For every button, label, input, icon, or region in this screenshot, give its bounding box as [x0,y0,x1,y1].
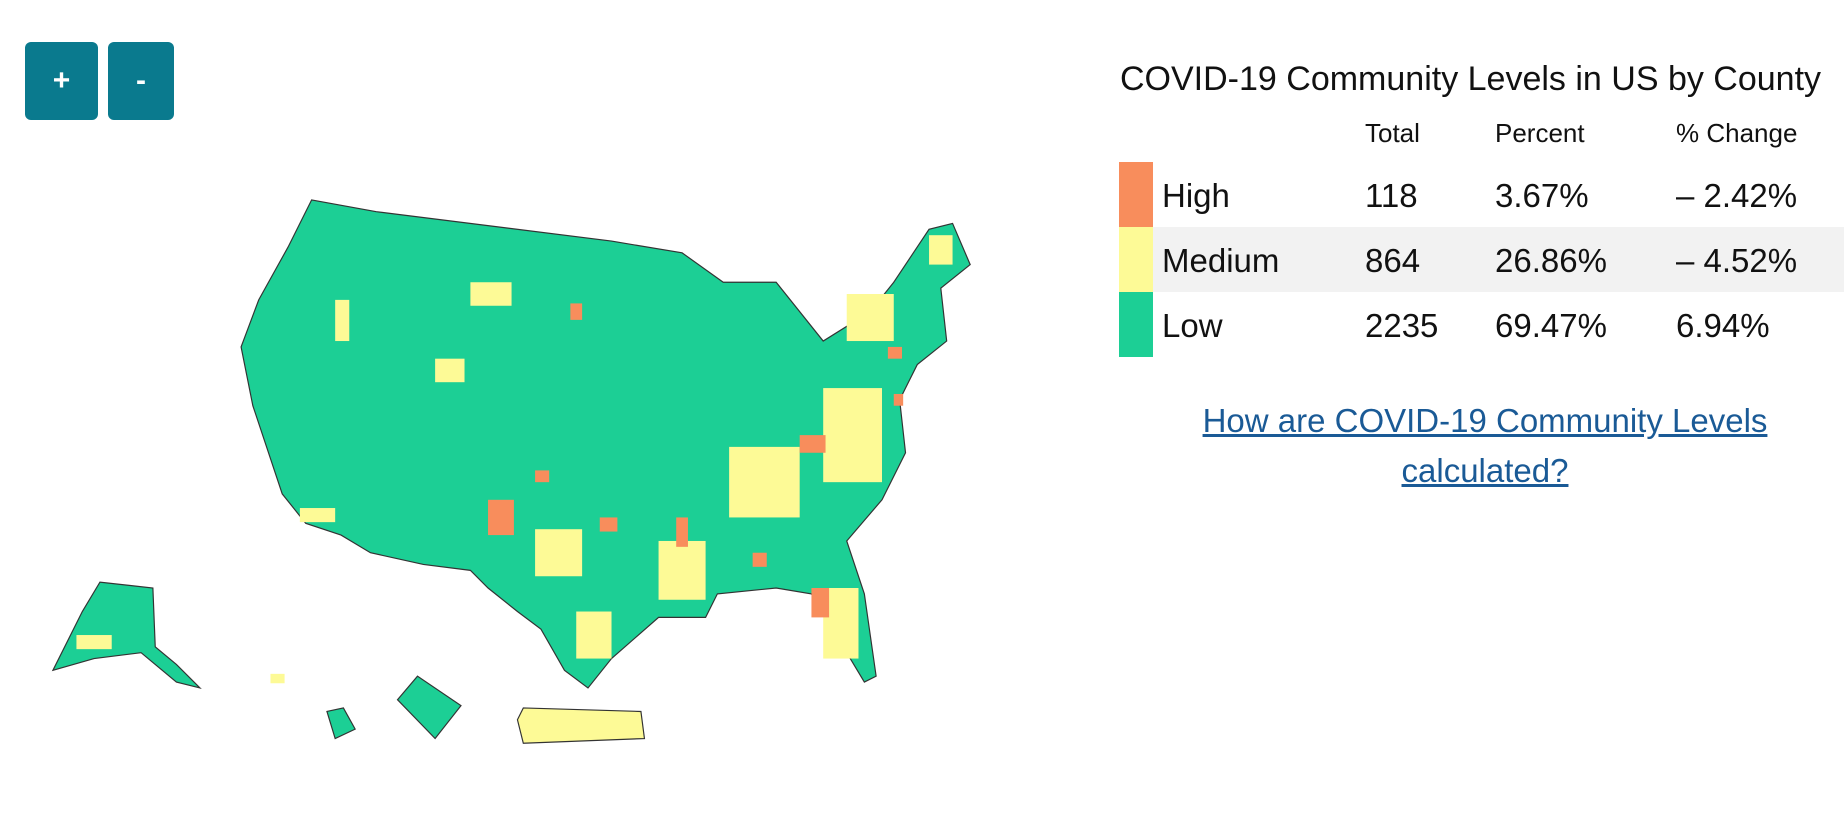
county-map [51,199,971,744]
legend-row: Medium 864 26.86% – 4.52% [1119,227,1844,292]
legend-row: Low 2235 69.47% 6.94% [1119,292,1844,357]
legend-row: High 118 3.67% – 2.42% [1119,162,1844,227]
puerto-rico [516,707,646,744]
alaska [51,581,202,690]
total-value: 118 [1365,177,1418,214]
column-header: % Change [1676,118,1798,148]
territory [396,675,462,740]
info-link[interactable]: How are COVID-19 Community Levels calcul… [1202,402,1768,489]
zoom-in-button[interactable]: + [25,42,98,120]
level-swatch [1119,292,1153,357]
high-areas [488,303,904,618]
map-shapes [51,199,971,744]
legend-title: COVID-19 Community Levels in US by Count… [1120,60,1822,98]
medium-areas [76,235,953,684]
change-value: – 2.42% [1676,177,1798,214]
zoom-out-button[interactable]: - [108,42,174,120]
total-value: 2235 [1365,307,1439,344]
hawaii [326,707,356,740]
column-header: Percent [1495,118,1585,148]
level-label: High [1162,177,1230,214]
percent-value: 26.86% [1495,242,1607,279]
total-value: 864 [1365,242,1421,279]
percent-value: 3.67% [1495,177,1589,214]
level-label: Medium [1162,242,1280,279]
change-value: – 4.52% [1676,242,1798,279]
percent-value: 69.47% [1495,307,1607,344]
level-swatch [1119,227,1153,292]
level-swatch [1119,162,1153,227]
level-label: Low [1162,307,1223,344]
column-header: Total [1365,118,1420,148]
change-value: 6.94% [1676,307,1770,344]
